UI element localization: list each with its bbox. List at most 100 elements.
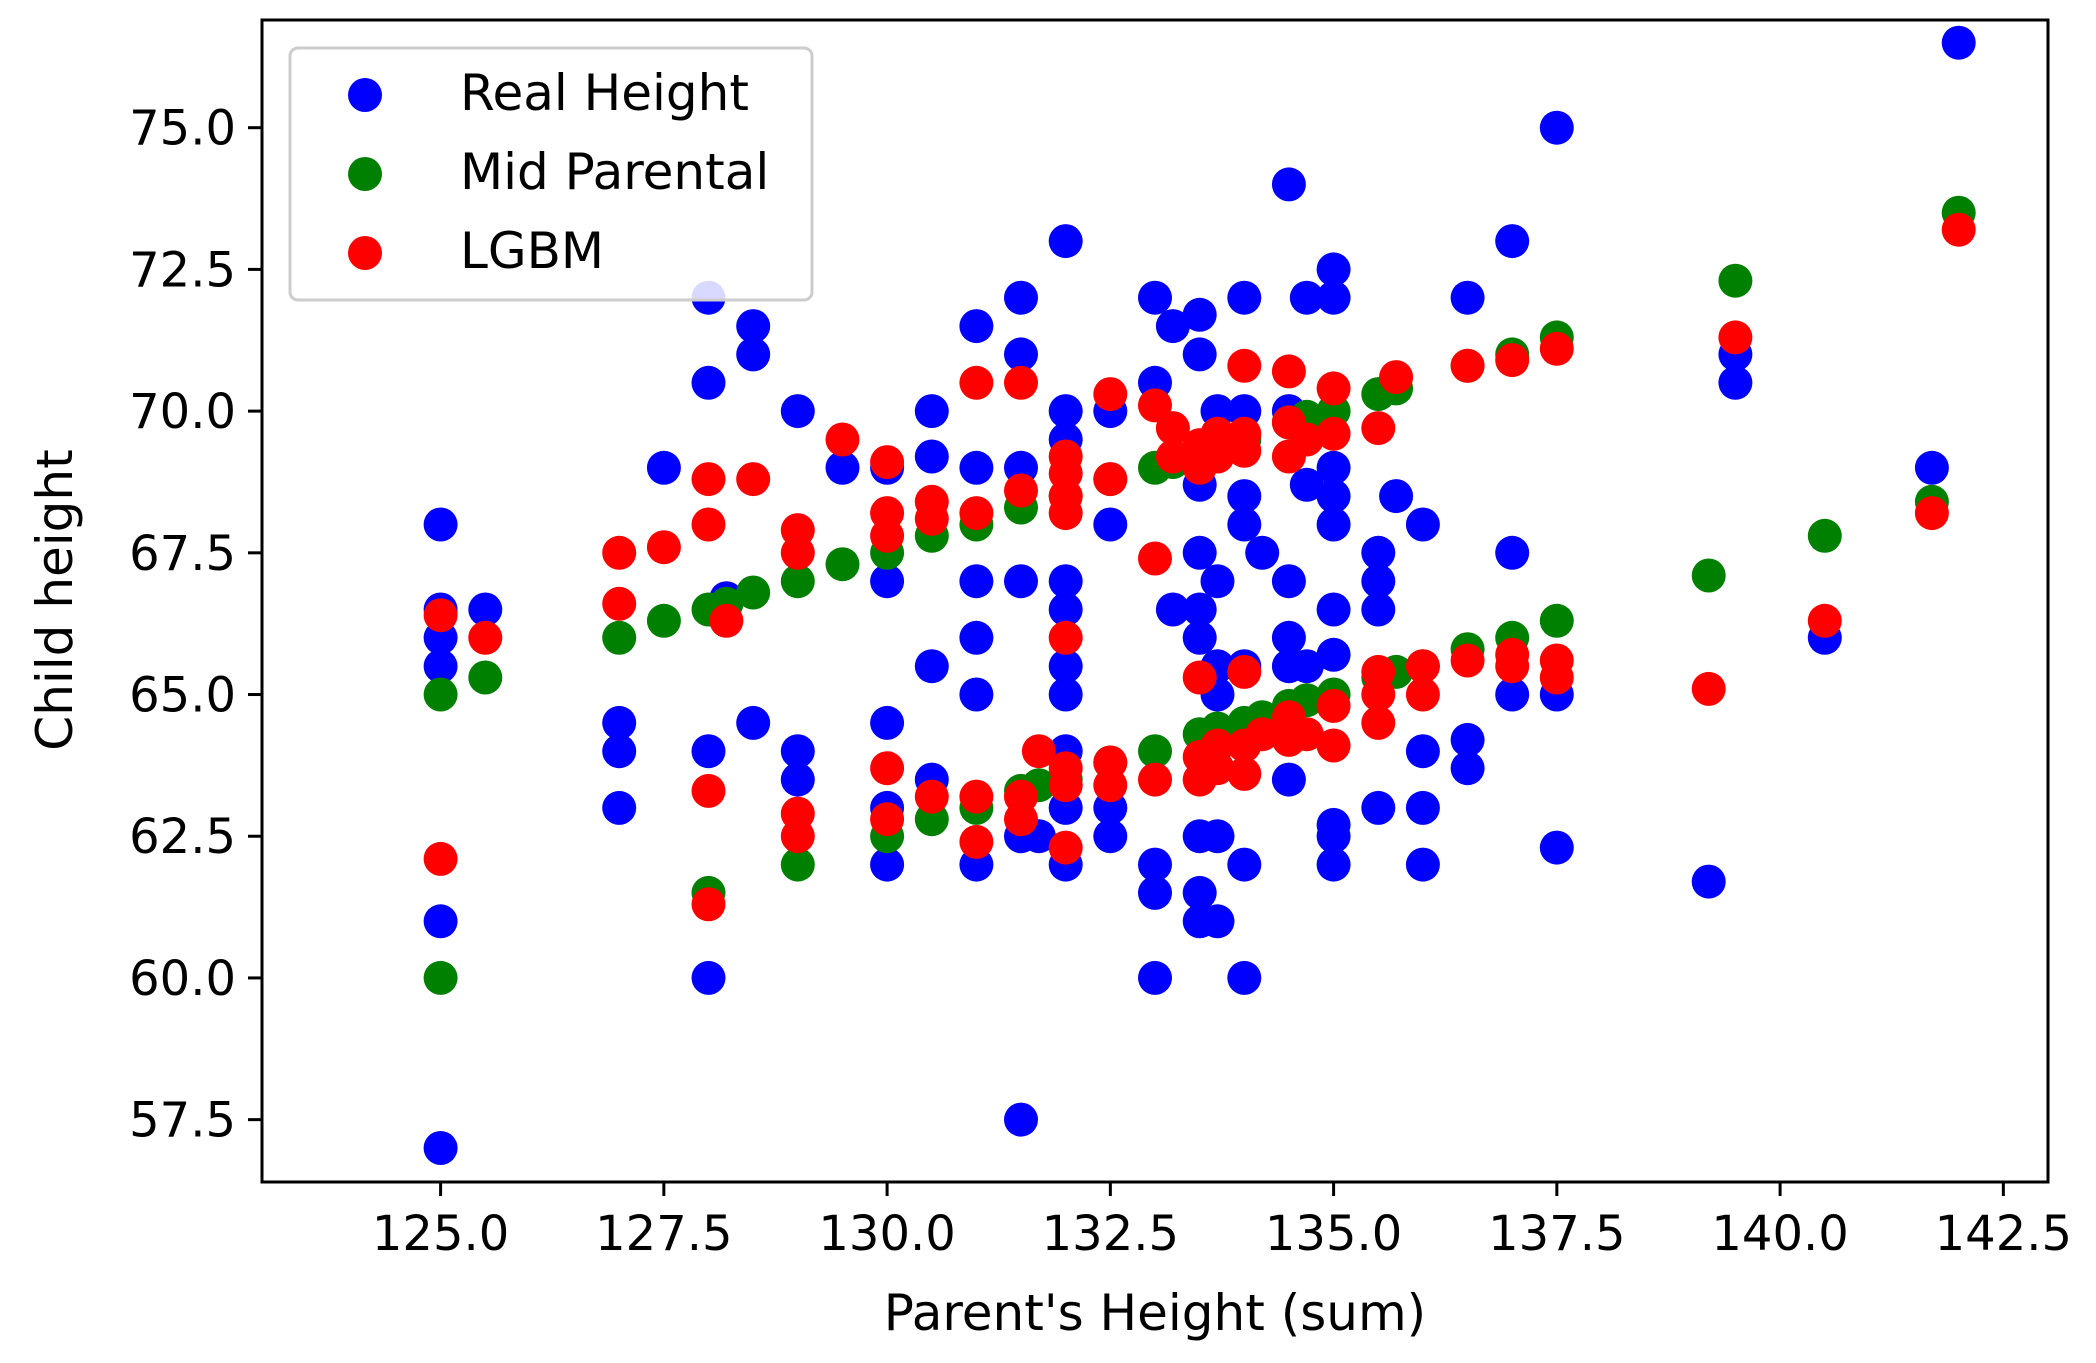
point-real-height-64 [1155,592,1190,627]
point-lgbm-88 [1495,637,1530,672]
point-real-height-13 [691,365,726,400]
point-real-height-18 [736,309,771,344]
point-lgbm-91 [1539,643,1574,678]
legend-label-real-height: Real Height [460,64,749,122]
y-tick-label: 57.5 [129,1093,236,1149]
point-lgbm-66 [1245,717,1280,752]
point-real-height-0 [423,1131,458,1165]
point-real-height-25 [870,705,905,740]
legend-box [288,46,814,302]
point-mid-parental-25 [1138,734,1172,769]
scatter-marks [423,25,1976,1165]
point-real-height-6 [468,592,503,627]
x-tick-label: 132.5 [1042,1206,1179,1262]
series-real-height [423,25,1976,1165]
point-lgbm-64 [1227,416,1262,451]
point-real-height-103 [1316,507,1351,542]
point-real-height-31 [914,394,949,429]
point-real-height-88 [1245,535,1280,570]
point-lgbm-53 [1182,660,1217,695]
point-real-height-108 [1361,790,1396,825]
point-real-height-97 [1289,280,1324,315]
point-lgbm-72 [1289,717,1324,752]
point-real-height-8 [602,734,637,769]
point-lgbm-34 [1048,830,1083,865]
point-real-height-100 [1316,807,1351,842]
point-lgbm-82 [1379,360,1414,395]
point-real-height-85 [1227,479,1262,514]
legend-marker-mid-parental [348,157,382,191]
point-real-height-75 [1200,904,1235,939]
point-lgbm-41 [1048,439,1083,474]
point-lgbm-89 [1495,343,1530,378]
point-real-height-96 [1289,467,1324,502]
point-lgbm-3 [602,586,637,621]
point-lgbm-2 [468,620,503,655]
point-real-height-107 [1316,252,1351,287]
point-real-height-82 [1227,847,1262,882]
y-axis-label: Child height [26,449,84,750]
point-real-height-7 [602,790,637,825]
point-real-height-29 [914,649,949,684]
point-mid-parental-2 [468,660,503,695]
x-tick-label: 130.0 [818,1206,955,1262]
point-real-height-17 [736,337,771,372]
point-lgbm-76 [1316,416,1351,451]
point-real-height-10 [646,450,681,485]
x-tick-label: 125.0 [372,1206,509,1262]
point-lgbm-11 [736,462,771,497]
point-lgbm-22 [914,779,949,814]
point-lgbm-5 [646,530,681,565]
point-lgbm-96 [1914,496,1949,531]
point-mid-parental-4 [646,603,681,638]
point-real-height-81 [1227,960,1262,995]
point-mid-parental-50 [1539,603,1574,638]
point-lgbm-95 [1807,603,1842,638]
point-real-height-98 [1316,847,1351,882]
point-real-height-71 [1182,535,1217,570]
point-real-height-37 [959,309,994,344]
point-real-height-49 [1048,649,1083,684]
point-real-height-54 [1048,224,1083,259]
x-tick-label: 135.0 [1265,1206,1402,1262]
point-real-height-73 [1182,337,1217,372]
point-lgbm-75 [1316,688,1351,723]
point-real-height-69 [1182,620,1217,655]
x-tick-label: 140.0 [1711,1206,1848,1262]
point-lgbm-17 [870,802,905,837]
point-lgbm-15 [780,513,815,548]
point-real-height-35 [959,564,994,599]
point-mid-parental-0 [423,960,458,995]
point-real-height-91 [1271,620,1306,655]
point-lgbm-37 [1048,620,1083,655]
point-real-height-63 [1138,280,1172,315]
point-real-height-122 [1495,224,1530,259]
point-lgbm-10 [709,603,744,638]
legend-marker-real-height [348,78,382,112]
point-real-height-87 [1227,280,1262,315]
point-real-height-104 [1316,479,1351,514]
point-lgbm-48 [1138,388,1172,423]
point-mid-parental-9 [780,847,815,882]
point-mid-parental-54 [1807,518,1842,553]
point-lgbm-43 [1093,745,1128,780]
point-lgbm-25 [959,824,994,859]
point-lgbm-6 [691,887,726,922]
point-mid-parental-53 [1718,263,1753,298]
point-lgbm-81 [1361,411,1396,446]
point-real-height-94 [1271,167,1306,202]
point-lgbm-21 [870,445,905,480]
point-real-height-102 [1316,592,1351,627]
point-lgbm-18 [870,751,905,786]
legend-label-mid-parental: Mid Parental [460,143,769,201]
point-mid-parental-3 [602,620,637,655]
point-real-height-22 [825,450,860,485]
point-real-height-53 [1048,394,1083,429]
point-real-height-16 [736,705,771,740]
point-real-height-115 [1405,734,1440,769]
point-real-height-127 [1718,365,1753,400]
point-lgbm-80 [1361,654,1396,689]
point-real-height-20 [780,734,815,769]
point-real-height-109 [1361,592,1396,627]
point-real-height-43 [1004,280,1038,315]
